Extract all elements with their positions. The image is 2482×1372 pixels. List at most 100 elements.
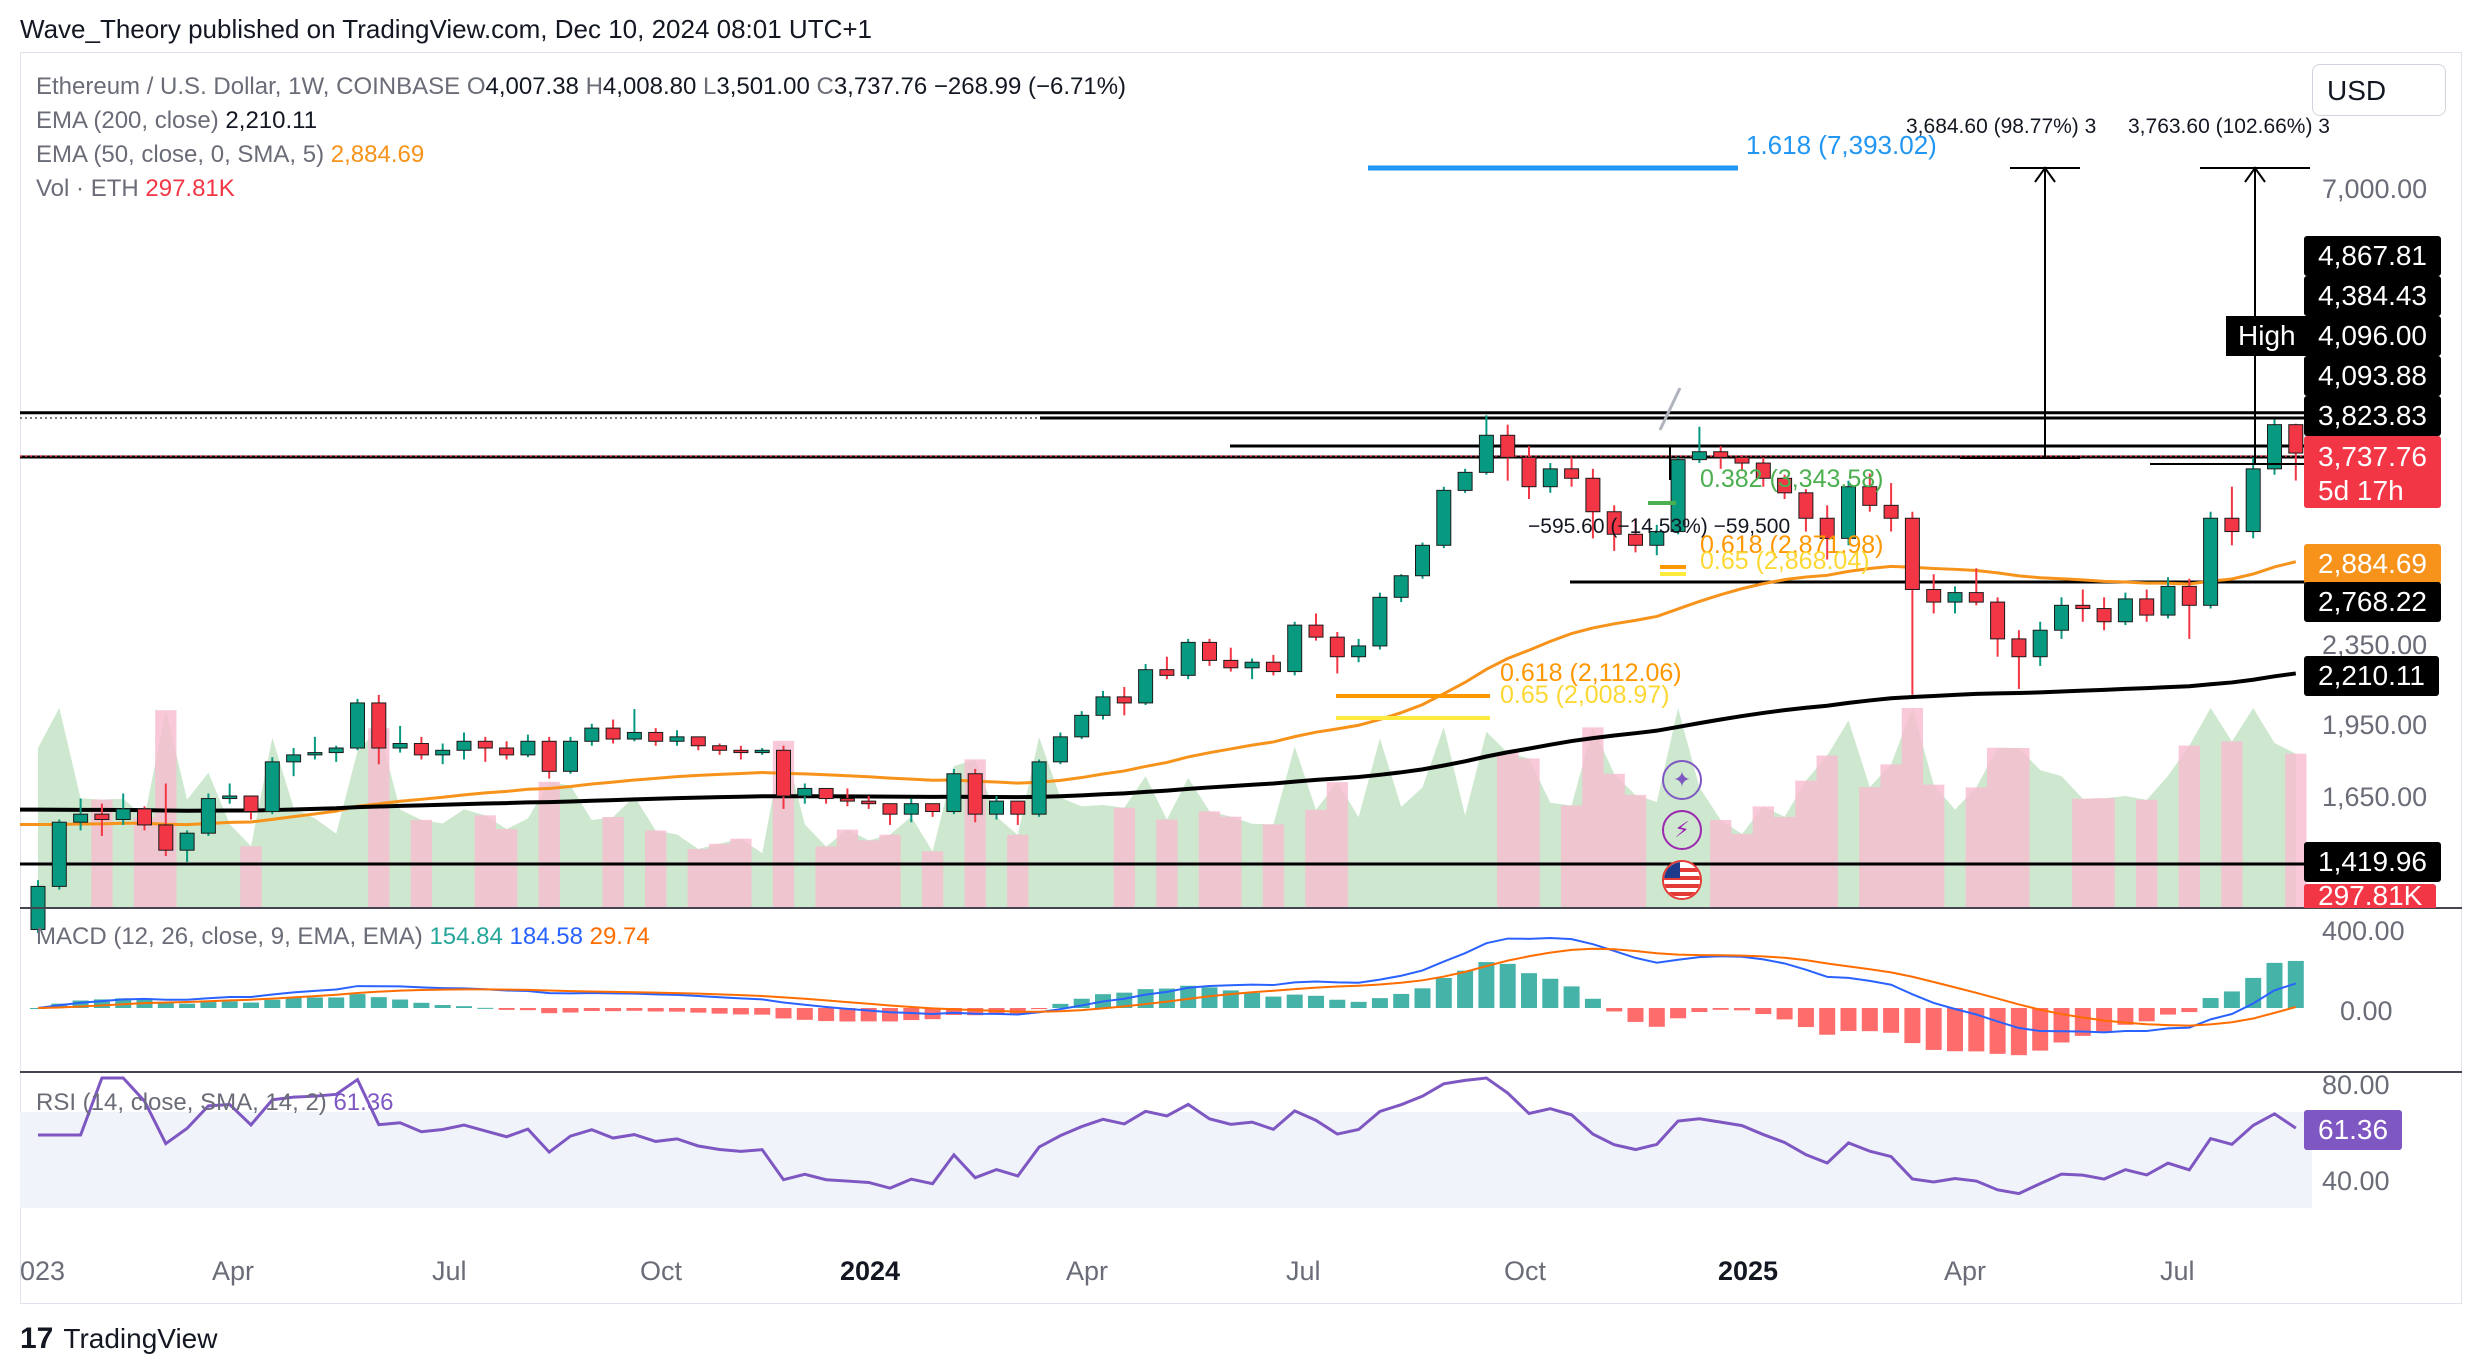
rsi-layer [38, 1076, 2297, 1196]
lightning-icon[interactable]: ⚡ [1662, 810, 1702, 850]
macd-line-value: 184.58 [509, 923, 583, 950]
candle [1968, 568, 1984, 606]
macd-hist-bar [1755, 1008, 1772, 1015]
macd-hist-bar [562, 1008, 579, 1013]
level-badge: 1,419.96 [2304, 842, 2441, 882]
ema200-line [20, 671, 2297, 813]
ema50-legend[interactable]: EMA (50, close, 0, SMA, 5) 2,884.69 [36, 138, 424, 172]
candle [1713, 446, 1729, 469]
measure-label: −595.60 (−14.53%) −59,500 [1528, 515, 1791, 538]
fib-065-top-label: 0.65 (2,868.04) [1700, 547, 1870, 575]
low-value: 3,501.00 [716, 73, 810, 100]
macd-hist-bar [945, 1008, 962, 1016]
candles-layer [30, 415, 2304, 934]
last-price-badge: 3,737.76 5d 17h [2304, 436, 2441, 508]
rsi-legend[interactable]: RSI (14, close, SMA, 14, 2) 61.36 [36, 1086, 394, 1120]
candle [1478, 415, 1494, 475]
high-value: 4,008.80 [602, 73, 697, 100]
macd-hist-bar [669, 1008, 685, 1012]
time-axis-label: Jul [2160, 1256, 2195, 1286]
macd-hist-bar [2032, 1008, 2049, 1051]
time-axis-label: Apr [1944, 1256, 1987, 1286]
candle [307, 736, 323, 760]
macd-axis-label: 400.00 [2322, 916, 2405, 946]
volume-bar [240, 846, 262, 908]
macd-hist-bar [1499, 963, 1516, 1008]
volume-bar [91, 799, 113, 908]
brand-footer[interactable]: 17 TradingView [20, 1322, 217, 1356]
macd-hist-bar [2202, 998, 2219, 1008]
volume-bar [1986, 747, 2009, 908]
macd-hist-bar [1350, 1001, 1367, 1008]
candle [1031, 759, 1047, 817]
ema200-legend[interactable]: EMA (200, close) 2,210.11 [36, 104, 317, 138]
volume-bar [1262, 824, 1285, 908]
candle [371, 694, 387, 765]
candle [94, 803, 110, 836]
macd-hist-bar [839, 1008, 856, 1022]
candle [2054, 597, 2069, 639]
macd-hist-bar [93, 999, 110, 1008]
macd-hist-bar [370, 997, 387, 1008]
candle [328, 745, 344, 762]
time-axis-label: 2024 [840, 1256, 901, 1286]
volume-badge: 297.81K [2304, 884, 2437, 908]
macd-hist-bar [1819, 1008, 1836, 1035]
chart-frame [20, 52, 2462, 1304]
macd-hist-bar [2266, 962, 2283, 1008]
candle [73, 798, 89, 831]
candle [2203, 511, 2219, 609]
time-axis-label: 2025 [1718, 1256, 1779, 1286]
macd-hist-bar [1840, 1008, 1857, 1031]
macd-hist-bar [626, 1008, 643, 1011]
high-key: H [585, 73, 603, 100]
macd-hist-bar [1797, 1008, 1814, 1028]
last-price: 3,737.76 [2318, 441, 2427, 472]
close-value: 3,737.76 [833, 73, 928, 100]
time-axis-label: Apr [212, 1256, 255, 1286]
volume-bar [1624, 794, 1647, 908]
volume-bar [1965, 787, 1987, 908]
macd-hist-bar [179, 1003, 196, 1008]
volume-label: Vol · ETH [36, 175, 139, 202]
macd-hist-bar [967, 1008, 984, 1016]
candle [967, 768, 983, 823]
macd-hist-bar [796, 1008, 813, 1020]
candle [1862, 473, 1878, 512]
symbol-title: Ethereum / U.S. Dollar, 1W, COINBASE [36, 73, 461, 100]
volume-bar [1582, 727, 1604, 908]
macd-hist-bar [328, 997, 345, 1008]
candle [1904, 511, 1920, 695]
macd-hist-bar [1542, 978, 1559, 1008]
us-flag-icon[interactable] [1662, 860, 1702, 900]
macd-hist-bar [1883, 1008, 1900, 1033]
macd-hist-bar [1052, 1003, 1069, 1008]
currency-button[interactable]: USD [2312, 64, 2446, 116]
macd-hist-bar [2074, 1008, 2091, 1036]
candle [1755, 457, 1771, 487]
sparkle-icon[interactable]: ✦ [1662, 760, 1702, 800]
high-tag: High [2226, 316, 2308, 356]
macd-hist-bar [392, 999, 409, 1008]
macd-legend[interactable]: MACD (12, 26, close, 9, EMA, EMA) 154.84… [36, 920, 650, 954]
time-axis-label: 023 [20, 1256, 66, 1286]
macd-hist-bar [1776, 1008, 1793, 1020]
level-badge: 4,867.81 [2304, 236, 2441, 276]
candle [1372, 592, 1388, 650]
candle [1947, 586, 1963, 614]
candle [179, 830, 195, 862]
volume-legend[interactable]: Vol · ETH 297.81K [36, 172, 235, 206]
high-badge: 4,096.00 [2304, 316, 2441, 356]
candle [477, 736, 493, 762]
target-projection [1960, 166, 2080, 459]
candle [1415, 542, 1430, 579]
macd-hist-bar [1947, 1008, 1963, 1052]
candle [1223, 647, 1239, 672]
volume-bar [687, 849, 709, 908]
macd-hist-bar [1201, 987, 1218, 1008]
macd-hist-bar [1925, 1008, 1942, 1050]
candle [1542, 463, 1558, 493]
symbol-legend[interactable]: Ethereum / U.S. Dollar, 1W, COINBASE O4,… [36, 70, 1126, 104]
candle [1521, 446, 1537, 500]
